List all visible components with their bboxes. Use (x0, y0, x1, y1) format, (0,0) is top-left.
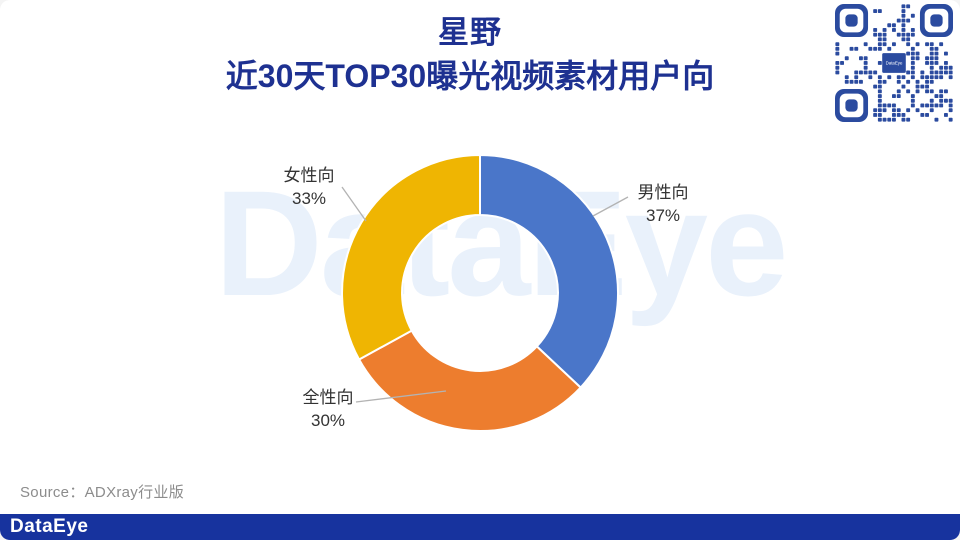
page-title: 星野 近30天TOP30曝光视频素材用户向 (0, 12, 940, 98)
leader-line (592, 196, 629, 217)
leader-line (355, 390, 447, 403)
qr-code-image: DataEye (835, 4, 953, 122)
slice-percent: 33% (291, 189, 327, 208)
leader-line (341, 186, 367, 222)
svg-text:DataEye: DataEye (886, 60, 903, 65)
source-credit: Source：ADXray行业版 (20, 484, 185, 501)
dataeye-logo: DataEye (10, 516, 89, 537)
qr-code: DataEye (834, 4, 954, 122)
slice-label-female: 女性向 33% (277, 164, 341, 210)
title-line-1: 星野 (438, 15, 502, 50)
donut-slice (357, 329, 583, 432)
donut-slice (341, 153, 481, 361)
slice-percent: 30% (310, 411, 346, 430)
slice-name: 男性向 (637, 183, 689, 202)
slice-name: 全性向 (302, 388, 354, 407)
title-line-2: 近30天TOP30曝光视频素材用户向 (225, 58, 715, 94)
slice-label-all: 全性向 30% (295, 386, 361, 432)
footer-bar: DataEye (0, 514, 960, 540)
slice-percent: 37% (645, 206, 681, 225)
donut-slice (479, 153, 620, 389)
slice-name: 女性向 (283, 166, 335, 185)
slice-label-male: 男性向 37% (629, 181, 697, 227)
